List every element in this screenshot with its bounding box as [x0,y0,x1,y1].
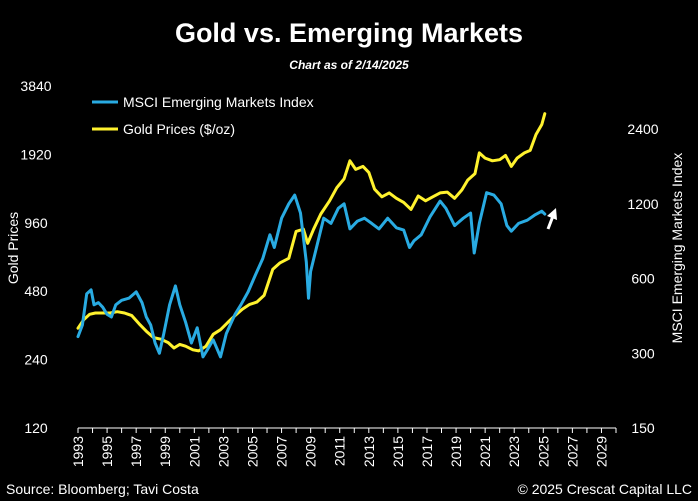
series-layer [76,112,547,359]
y-axis-right-title: MSCI Emerging Markets Index [669,153,685,344]
x-tick-label: 2013 [361,436,377,467]
x-tick-label: 2005 [244,436,260,467]
x-tick-label: 2015 [390,436,406,467]
y-right-tick-label: 1200 [627,196,658,212]
x-tick-label: 2019 [448,436,464,467]
copyright-note: © 2025 Crescat Capital LLC [517,481,692,497]
y-right-tick-label: 150 [631,420,655,436]
legend-label-gold: Gold Prices ($/oz) [123,121,235,137]
x-tick-label: 2007 [274,436,290,467]
y-right-tick-label: 300 [631,345,655,361]
x-tick-label: 1995 [99,436,115,467]
x-tick-label: 2021 [477,436,493,467]
y-left-tick-label: 3840 [20,78,51,94]
x-tick-label: 2017 [419,436,435,467]
legend: MSCI Emerging Markets Index Gold Prices … [92,94,314,137]
y-axis-right: 150 300 600 1200 2400 [627,121,658,436]
y-axis-left: 120 240 480 960 1920 3840 [20,78,51,436]
up-arrow-icon [546,208,557,230]
x-tick-label: 2009 [303,436,319,467]
x-tick-label: 1997 [128,436,144,467]
y-left-tick-label: 480 [24,283,48,299]
y-axis-left-title: Gold Prices [5,212,21,284]
chart-subtitle: Chart as of 2/14/2025 [289,58,409,72]
series-line-gold [76,112,547,353]
y-right-tick-label: 600 [631,271,655,287]
y-left-tick-label: 120 [24,420,48,436]
y-left-tick-label: 240 [24,352,48,368]
series-line-msci [76,191,547,359]
x-tick-label: 2027 [564,436,580,467]
x-tick-label: 2011 [332,436,348,466]
x-tick-label: 1993 [70,436,86,467]
y-left-tick-label: 1920 [20,146,51,162]
x-tick-label: 2003 [215,436,231,467]
legend-label-msci: MSCI Emerging Markets Index [123,94,314,110]
x-tick-label: 2025 [535,436,551,467]
x-tick-label: 2029 [593,436,609,467]
x-tick-label: 2023 [506,436,522,467]
y-left-tick-label: 960 [24,215,48,231]
x-tick-label: 2001 [186,436,202,467]
y-right-tick-label: 2400 [627,121,658,137]
source-note: Source: Bloomberg; Tavi Costa [6,481,199,497]
x-tick-label: 1999 [157,436,173,467]
x-axis: 1993 1995 1997 1999 2001 2003 2005 2007 2009 2011… [70,427,617,467]
chart-title: Gold vs. Emerging Markets [175,18,523,48]
